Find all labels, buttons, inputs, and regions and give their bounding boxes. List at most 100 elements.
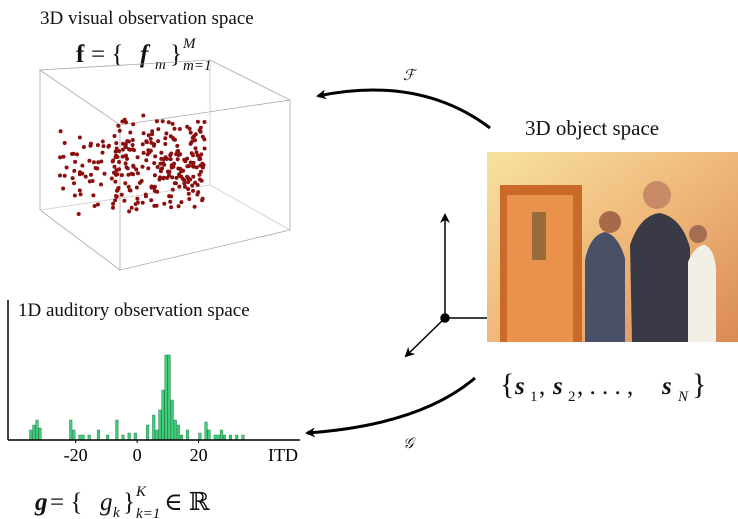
point xyxy=(177,184,182,189)
scatter-points xyxy=(58,113,207,216)
formula-part: , xyxy=(539,373,545,400)
point xyxy=(117,167,121,172)
point xyxy=(135,200,140,205)
point xyxy=(83,174,88,179)
point xyxy=(123,145,128,149)
point xyxy=(188,177,193,182)
point xyxy=(148,136,153,141)
point xyxy=(176,166,181,171)
bar xyxy=(219,429,223,441)
point xyxy=(187,126,192,131)
point xyxy=(144,139,149,144)
x-tick-label: 0 xyxy=(133,445,142,465)
point xyxy=(182,157,187,162)
arrow xyxy=(316,88,491,130)
point xyxy=(100,139,105,144)
point xyxy=(156,127,161,132)
point xyxy=(149,140,154,145)
point xyxy=(87,158,92,163)
point xyxy=(76,212,81,216)
point xyxy=(80,163,85,168)
formula-part: k=1 xyxy=(136,506,160,519)
point xyxy=(129,171,134,176)
point xyxy=(179,200,184,205)
point xyxy=(124,153,128,158)
point xyxy=(200,134,205,139)
point xyxy=(191,164,196,169)
formula-part: } xyxy=(692,368,706,401)
point xyxy=(197,172,202,177)
point xyxy=(152,173,157,178)
visual-title: 3D visual observation space xyxy=(40,8,254,29)
point xyxy=(125,139,130,144)
formula-part: M xyxy=(182,36,197,52)
formula-part: } xyxy=(170,41,182,68)
point xyxy=(190,135,195,140)
point xyxy=(179,169,184,174)
point xyxy=(152,161,157,166)
point xyxy=(177,127,182,131)
point xyxy=(174,175,179,180)
point xyxy=(170,187,175,192)
point xyxy=(112,164,117,169)
formula-part: 1 xyxy=(530,389,538,405)
point xyxy=(134,207,139,212)
point xyxy=(147,149,152,154)
point xyxy=(119,192,124,197)
point xyxy=(72,193,77,198)
point xyxy=(113,149,118,154)
object-formula: { s 1 , s 2 , . . . , s N } xyxy=(500,368,706,405)
point xyxy=(140,164,145,169)
point xyxy=(165,156,169,161)
point xyxy=(127,188,132,193)
point xyxy=(58,155,63,160)
point xyxy=(141,113,146,118)
formula-part: = { xyxy=(91,41,123,68)
point xyxy=(195,119,200,124)
bar xyxy=(96,429,100,441)
point xyxy=(75,152,79,157)
point xyxy=(61,186,66,191)
point xyxy=(114,194,118,198)
formula-part: 2 xyxy=(568,389,576,405)
point xyxy=(127,209,132,214)
bar xyxy=(35,419,39,441)
point xyxy=(186,191,191,196)
point xyxy=(125,166,130,171)
point xyxy=(120,119,125,124)
point xyxy=(197,128,202,133)
bar xyxy=(198,432,202,441)
point xyxy=(175,143,180,148)
point xyxy=(131,122,136,127)
point xyxy=(113,198,118,203)
point xyxy=(182,181,187,186)
point xyxy=(123,181,128,186)
point xyxy=(141,150,146,155)
point xyxy=(146,133,151,138)
point xyxy=(112,134,117,138)
point xyxy=(169,151,174,156)
point xyxy=(61,154,66,159)
point xyxy=(190,183,195,188)
point xyxy=(153,154,158,159)
point xyxy=(99,159,104,164)
point xyxy=(101,144,106,149)
point xyxy=(189,140,194,144)
formula-part: f xyxy=(140,41,151,68)
point xyxy=(91,160,96,165)
point xyxy=(117,128,122,133)
bar xyxy=(207,429,211,441)
point xyxy=(158,169,163,174)
point xyxy=(172,161,176,166)
formula-part: g xyxy=(34,489,48,516)
point xyxy=(116,123,121,128)
point xyxy=(81,145,86,149)
map-label: ℱ xyxy=(403,68,418,84)
formula-part: { xyxy=(500,368,514,401)
bar xyxy=(38,427,42,441)
point xyxy=(146,166,151,171)
bar xyxy=(152,414,156,441)
point xyxy=(70,176,75,181)
point xyxy=(186,187,191,191)
point xyxy=(122,198,127,203)
